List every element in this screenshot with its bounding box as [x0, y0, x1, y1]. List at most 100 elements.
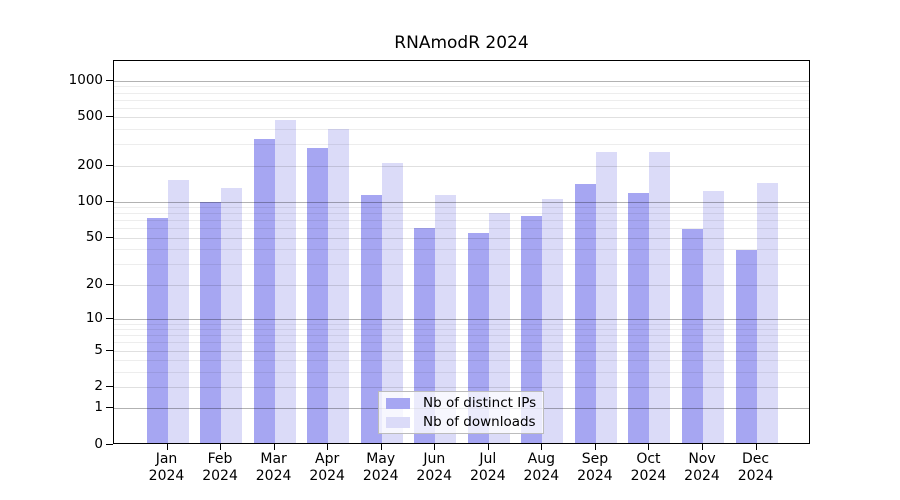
- bar-downloads: [221, 188, 243, 443]
- y-tick-label: 5: [94, 341, 103, 358]
- x-tick-mark: [594, 444, 596, 450]
- bar-distinct-ips: [146, 218, 168, 443]
- bar-distinct-ips: [360, 194, 382, 443]
- x-label-month: Apr: [315, 451, 340, 467]
- x-label-month: Jan: [155, 451, 178, 467]
- legend-label-distinct-ips: Nb of distinct IPs: [423, 395, 537, 411]
- gridline-minor: [114, 207, 809, 209]
- x-label-year: 2024: [202, 468, 238, 484]
- x-label-month: Feb: [207, 451, 233, 467]
- x-label-month: Jul: [479, 451, 497, 467]
- x-label-year: 2024: [577, 468, 613, 484]
- gridline: [114, 201, 809, 203]
- y-tick-label: 20: [85, 275, 103, 292]
- y-tick-mark: [106, 164, 113, 166]
- bar-distinct-ips: [521, 216, 543, 443]
- x-tick-mark: [541, 444, 543, 450]
- gridline-minor: [114, 213, 809, 215]
- x-tick-mark: [380, 444, 382, 450]
- x-category-label: Jan 2024: [132, 451, 202, 485]
- bar-downloads: [435, 194, 457, 443]
- y-tick-mark: [106, 317, 113, 319]
- gridline-minor: [114, 371, 809, 373]
- x-label-month: Sep: [581, 451, 609, 467]
- x-tick-mark: [434, 444, 436, 450]
- gridline-minor: [114, 323, 809, 325]
- x-label-month: Oct: [636, 451, 661, 467]
- bar-downloads: [703, 191, 724, 443]
- y-tick-label: 0: [94, 436, 103, 452]
- x-tick-mark: [166, 444, 168, 450]
- y-tick-label: 200: [77, 156, 103, 173]
- x-tick-mark: [755, 444, 757, 450]
- y-tick-label: 500: [77, 108, 103, 125]
- bar-downloads: [595, 152, 617, 443]
- gridline: [114, 387, 809, 389]
- x-category-label: Jul 2024: [453, 451, 523, 485]
- x-label-year: 2024: [148, 468, 185, 484]
- bar-distinct-ips: [628, 192, 650, 443]
- bar-downloads: [756, 183, 778, 443]
- bar-distinct-ips: [414, 228, 436, 443]
- x-label-month: Nov: [688, 451, 716, 467]
- y-tick-mark: [106, 444, 113, 445]
- y-tick-label: 1000: [68, 71, 103, 88]
- gridline-minor: [114, 99, 809, 101]
- y-tick-mark: [106, 283, 113, 285]
- gridline-minor: [114, 335, 809, 337]
- y-tick-label: 1: [94, 399, 103, 416]
- x-label-year: 2024: [684, 468, 720, 484]
- gridline: [114, 117, 809, 119]
- x-label-year: 2024: [469, 468, 506, 484]
- x-category-label: Feb 2024: [185, 451, 255, 485]
- gridline-minor: [114, 92, 809, 94]
- x-label-year: 2024: [737, 468, 774, 484]
- x-category-label: Sep 2024: [560, 451, 630, 485]
- x-tick-mark: [327, 444, 329, 450]
- x-label-year: 2024: [362, 468, 399, 484]
- x-category-label: Jun 2024: [399, 451, 469, 485]
- gridline-minor: [114, 107, 809, 109]
- x-category-label: Mar 2024: [239, 451, 309, 485]
- gridline-minor: [114, 249, 809, 251]
- x-category-label: Oct 2024: [613, 451, 683, 485]
- x-label-year: 2024: [309, 468, 345, 484]
- legend-swatch-downloads: [386, 416, 410, 428]
- y-tick-mark: [106, 386, 113, 388]
- legend-item-downloads: Nb of downloads: [386, 414, 536, 430]
- legend: Nb of distinct IPs Nb of downloads: [378, 391, 544, 434]
- bar-downloads: [649, 152, 671, 443]
- x-label-year: 2024: [523, 468, 560, 484]
- bar-distinct-ips: [253, 139, 275, 443]
- x-label-year: 2024: [255, 468, 292, 484]
- y-tick-label: 50: [85, 228, 103, 245]
- x-tick-mark: [220, 444, 222, 450]
- bar-downloads: [542, 199, 564, 443]
- y-tick-mark: [106, 79, 113, 81]
- plot-area: Nb of distinct IPs Nb of downloads: [113, 60, 810, 444]
- y-tick-mark: [106, 349, 113, 351]
- gridline-minor: [114, 220, 809, 222]
- x-label-year: 2024: [416, 468, 453, 484]
- y-tick-mark: [106, 236, 113, 238]
- bar-distinct-ips: [735, 249, 757, 443]
- bar-downloads: [167, 180, 189, 443]
- x-label-month: May: [366, 451, 396, 467]
- bar-distinct-ips: [307, 148, 329, 443]
- bar-distinct-ips: [200, 202, 222, 443]
- bar-distinct-ips: [682, 229, 703, 443]
- gridline: [114, 80, 809, 82]
- bar-downloads: [381, 163, 403, 443]
- gridline-minor: [114, 144, 809, 146]
- bar-distinct-ips: [467, 232, 489, 443]
- gridline-minor: [114, 129, 809, 131]
- gridline-minor: [114, 360, 809, 362]
- x-label-year: 2024: [630, 468, 667, 484]
- gridline-minor: [114, 342, 809, 344]
- bar-downloads: [274, 119, 296, 443]
- x-category-label: Aug 2024: [506, 451, 576, 485]
- x-tick-mark: [648, 444, 650, 450]
- y-tick-label: 2: [94, 378, 103, 395]
- x-tick-mark: [273, 444, 275, 450]
